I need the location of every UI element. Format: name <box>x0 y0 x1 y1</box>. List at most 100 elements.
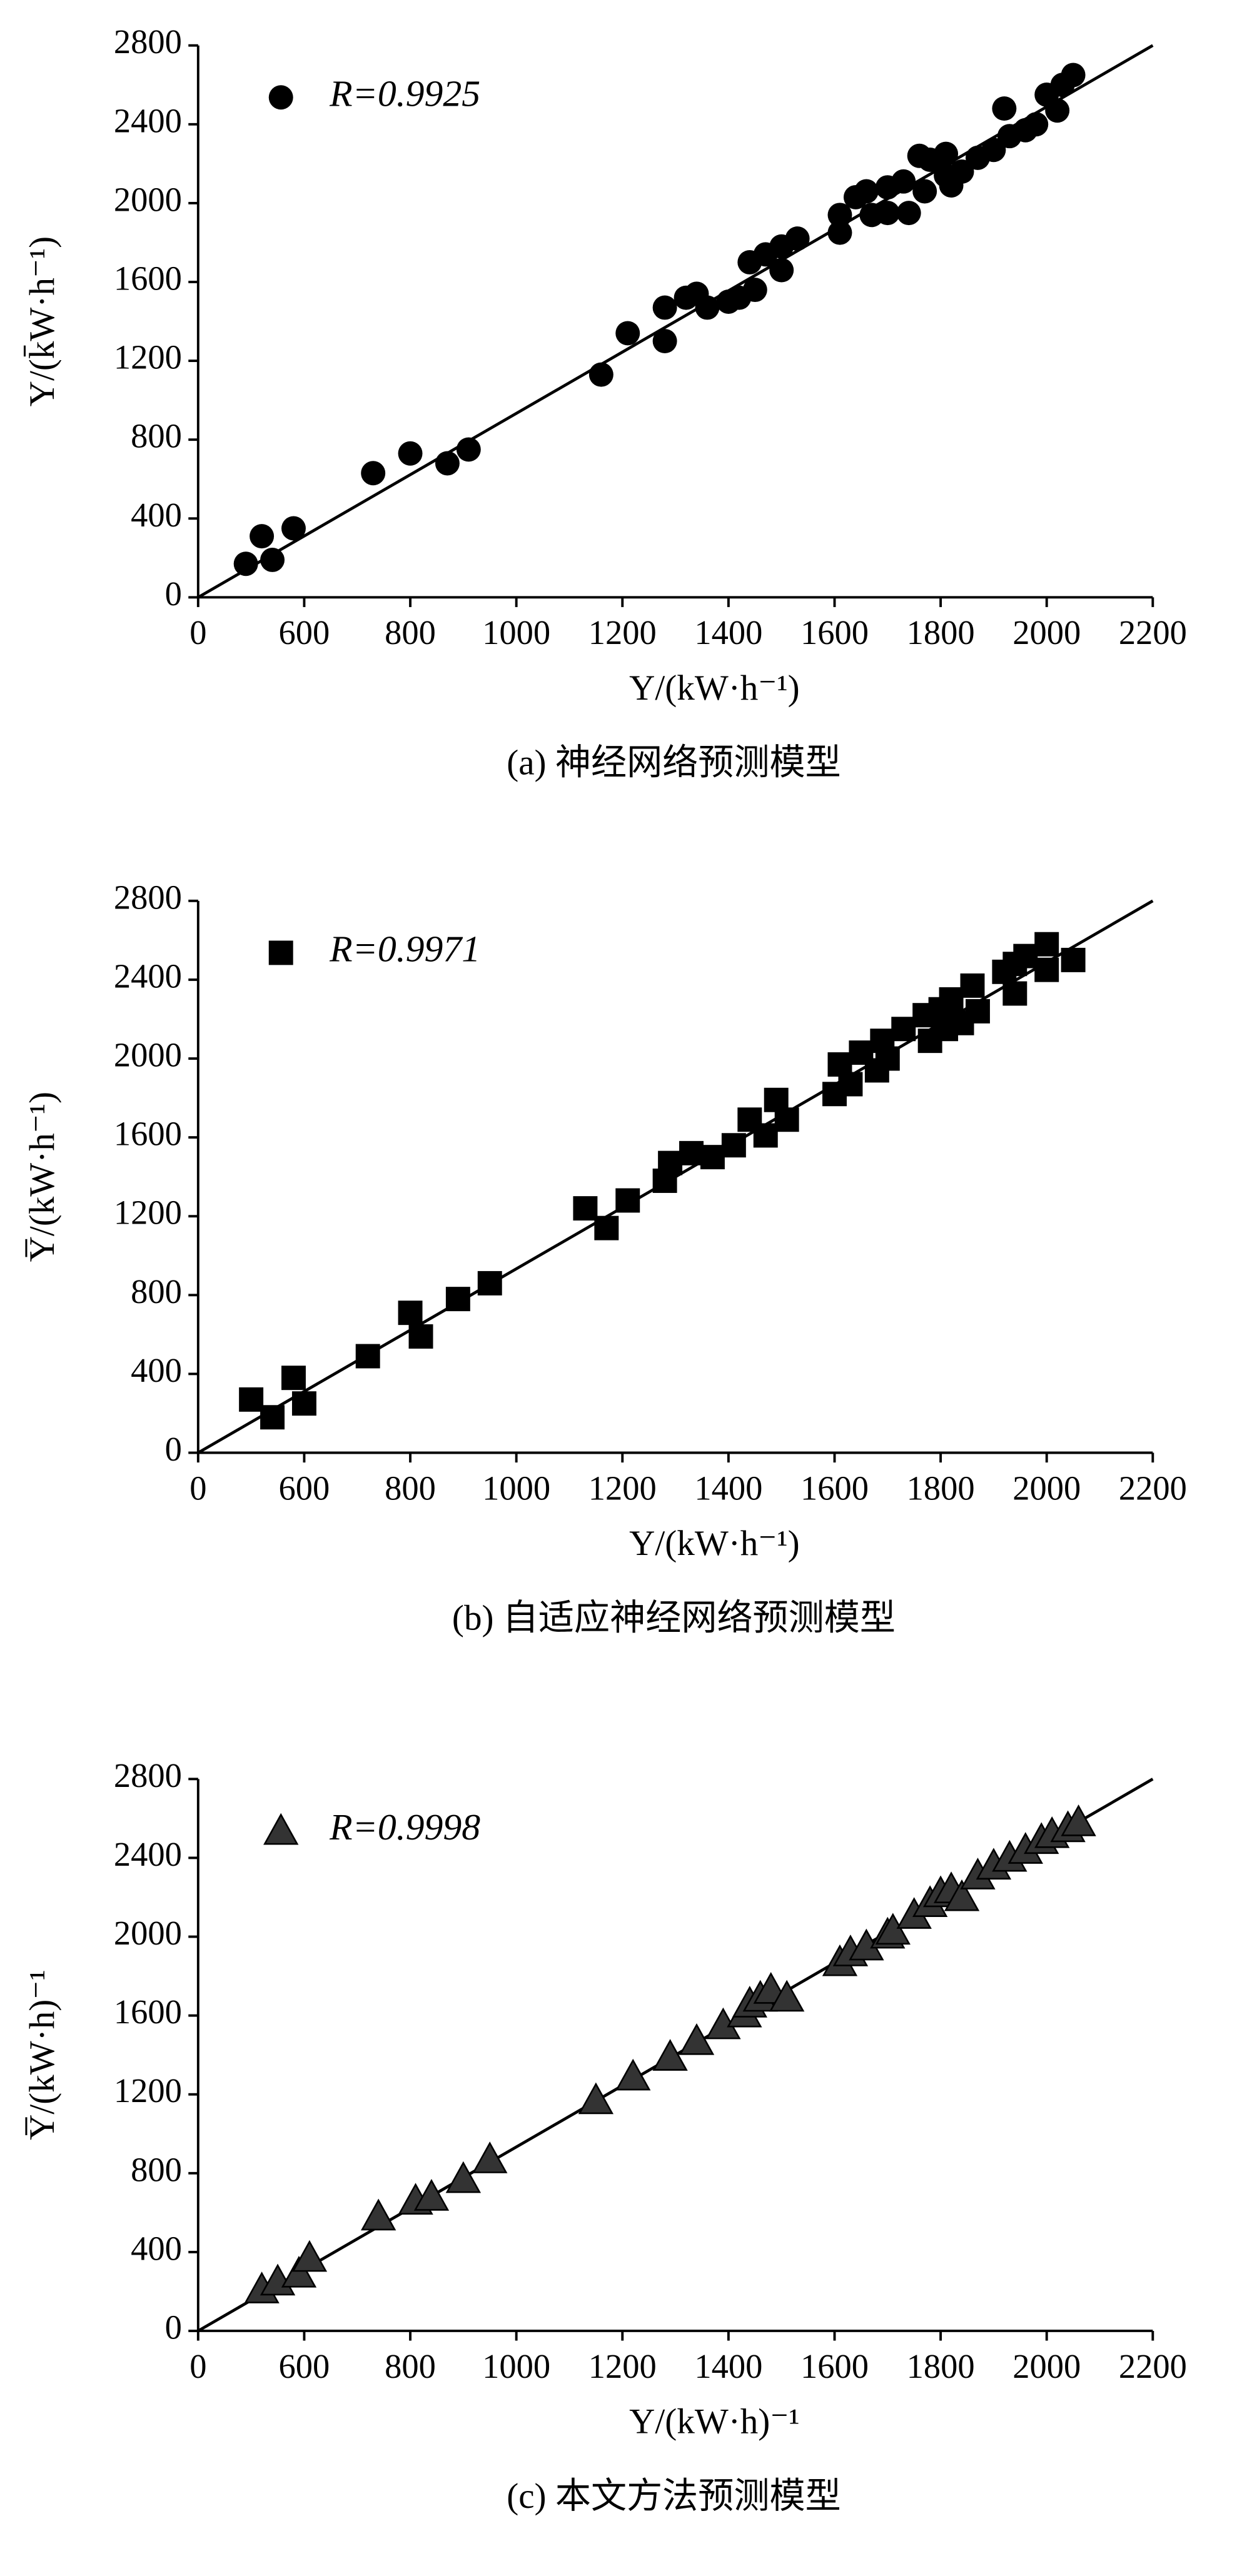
caption: (b) 自适应神经网络预测模型 <box>452 1599 896 1638</box>
x-axis-label: Y/(kW·h)⁻¹ <box>629 2402 799 2442</box>
point <box>291 1391 316 1416</box>
point <box>1061 947 1086 972</box>
y-tick-label: 800 <box>131 417 182 455</box>
x-tick-label: 1000 <box>482 1469 550 1507</box>
y-tick-label: 2000 <box>114 1914 182 1952</box>
x-tick-label: 600 <box>279 1469 330 1507</box>
point <box>721 1133 746 1158</box>
y-tick-label: 2800 <box>114 878 182 916</box>
point <box>1061 63 1086 88</box>
point <box>658 1150 683 1175</box>
point <box>965 999 990 1024</box>
y-axis-label: Y/(k̄W·h⁻¹) <box>23 236 62 406</box>
x-tick-label: 2200 <box>1119 2347 1187 2385</box>
point <box>445 1287 470 1312</box>
point <box>827 220 852 245</box>
x-tick-label: 1200 <box>588 1469 657 1507</box>
y-tick-label: 2800 <box>114 23 182 61</box>
point <box>413 2178 450 2211</box>
point <box>652 295 677 320</box>
x-tick-label: 1600 <box>800 2347 869 2385</box>
point <box>785 226 810 251</box>
legend-marker <box>268 940 293 965</box>
y-tick-label: 2400 <box>114 1835 182 1873</box>
point <box>578 2082 614 2115</box>
caption: (c) 本文方法预测模型 <box>507 2477 841 2516</box>
y-tick-label: 2400 <box>114 101 182 139</box>
point <box>992 96 1017 121</box>
point <box>1034 932 1059 957</box>
point <box>355 1344 380 1369</box>
point <box>445 2161 482 2193</box>
x-tick-label: 1800 <box>907 1469 975 1507</box>
legend-label: R=0.9971 <box>329 928 480 970</box>
x-tick-label: 0 <box>189 613 206 652</box>
y-tick-label: 1600 <box>114 259 182 297</box>
point <box>896 201 921 226</box>
point <box>1002 981 1027 1006</box>
point <box>615 1188 640 1213</box>
point <box>934 141 959 166</box>
y-tick-label: 1600 <box>114 1993 182 2031</box>
x-tick-label: 2000 <box>1012 2347 1081 2385</box>
point <box>769 258 794 283</box>
x-tick-label: 2200 <box>1119 613 1187 652</box>
point <box>891 1017 916 1042</box>
point <box>281 2255 317 2288</box>
y-tick-label: 1200 <box>114 1194 182 1232</box>
point <box>838 1072 863 1097</box>
point <box>875 1046 900 1071</box>
x-tick-label: 1800 <box>907 2347 975 2385</box>
x-tick-label: 2000 <box>1012 613 1081 652</box>
y-tick-label: 800 <box>131 2150 182 2188</box>
x-tick-label: 1600 <box>800 613 869 652</box>
x-tick-label: 1600 <box>800 1469 869 1507</box>
point <box>281 516 306 541</box>
x-tick-label: 1200 <box>588 613 657 652</box>
point <box>456 437 481 462</box>
x-axis-label: Y/(kW·h⁻¹) <box>629 1524 799 1563</box>
point <box>891 169 916 194</box>
point <box>250 524 275 549</box>
point <box>573 1196 598 1221</box>
point <box>435 451 460 476</box>
x-tick-label: 1400 <box>694 613 762 652</box>
point <box>588 362 613 387</box>
legend-marker <box>268 85 293 110</box>
point <box>594 1215 619 1240</box>
point <box>1013 943 1038 969</box>
y-tick-label: 0 <box>165 2308 182 2347</box>
point <box>695 295 720 320</box>
legend-marker <box>263 1813 299 1845</box>
x-tick-label: 2200 <box>1119 1469 1187 1507</box>
point <box>360 2198 396 2231</box>
legend-label: R=0.9998 <box>329 1806 480 1848</box>
x-tick-label: 1000 <box>482 613 550 652</box>
point <box>875 1913 911 1945</box>
point <box>291 2240 328 2272</box>
y-tick-label: 800 <box>131 1272 182 1311</box>
point <box>472 2141 508 2173</box>
point <box>1045 98 1070 123</box>
point <box>281 1366 306 1391</box>
y-tick-label: 1200 <box>114 338 182 376</box>
y-tick-label: 0 <box>165 575 182 613</box>
y-tick-label: 2000 <box>114 1036 182 1074</box>
y-tick-label: 2400 <box>114 957 182 995</box>
y-tick-label: 400 <box>131 1351 182 1389</box>
x-tick-label: 800 <box>385 1469 436 1507</box>
y-tick-label: 400 <box>131 2229 182 2267</box>
point <box>700 1145 725 1170</box>
x-tick-label: 2000 <box>1012 1469 1081 1507</box>
legend-label: R=0.9925 <box>329 73 480 114</box>
point <box>854 179 879 204</box>
y-axis-label: Y̅/(kW·h⁻¹) <box>23 1092 62 1262</box>
x-tick-label: 600 <box>279 613 330 652</box>
point <box>260 1405 285 1430</box>
point <box>239 1387 264 1412</box>
point <box>949 159 974 184</box>
x-tick-label: 1400 <box>694 2347 762 2385</box>
point <box>742 278 767 303</box>
